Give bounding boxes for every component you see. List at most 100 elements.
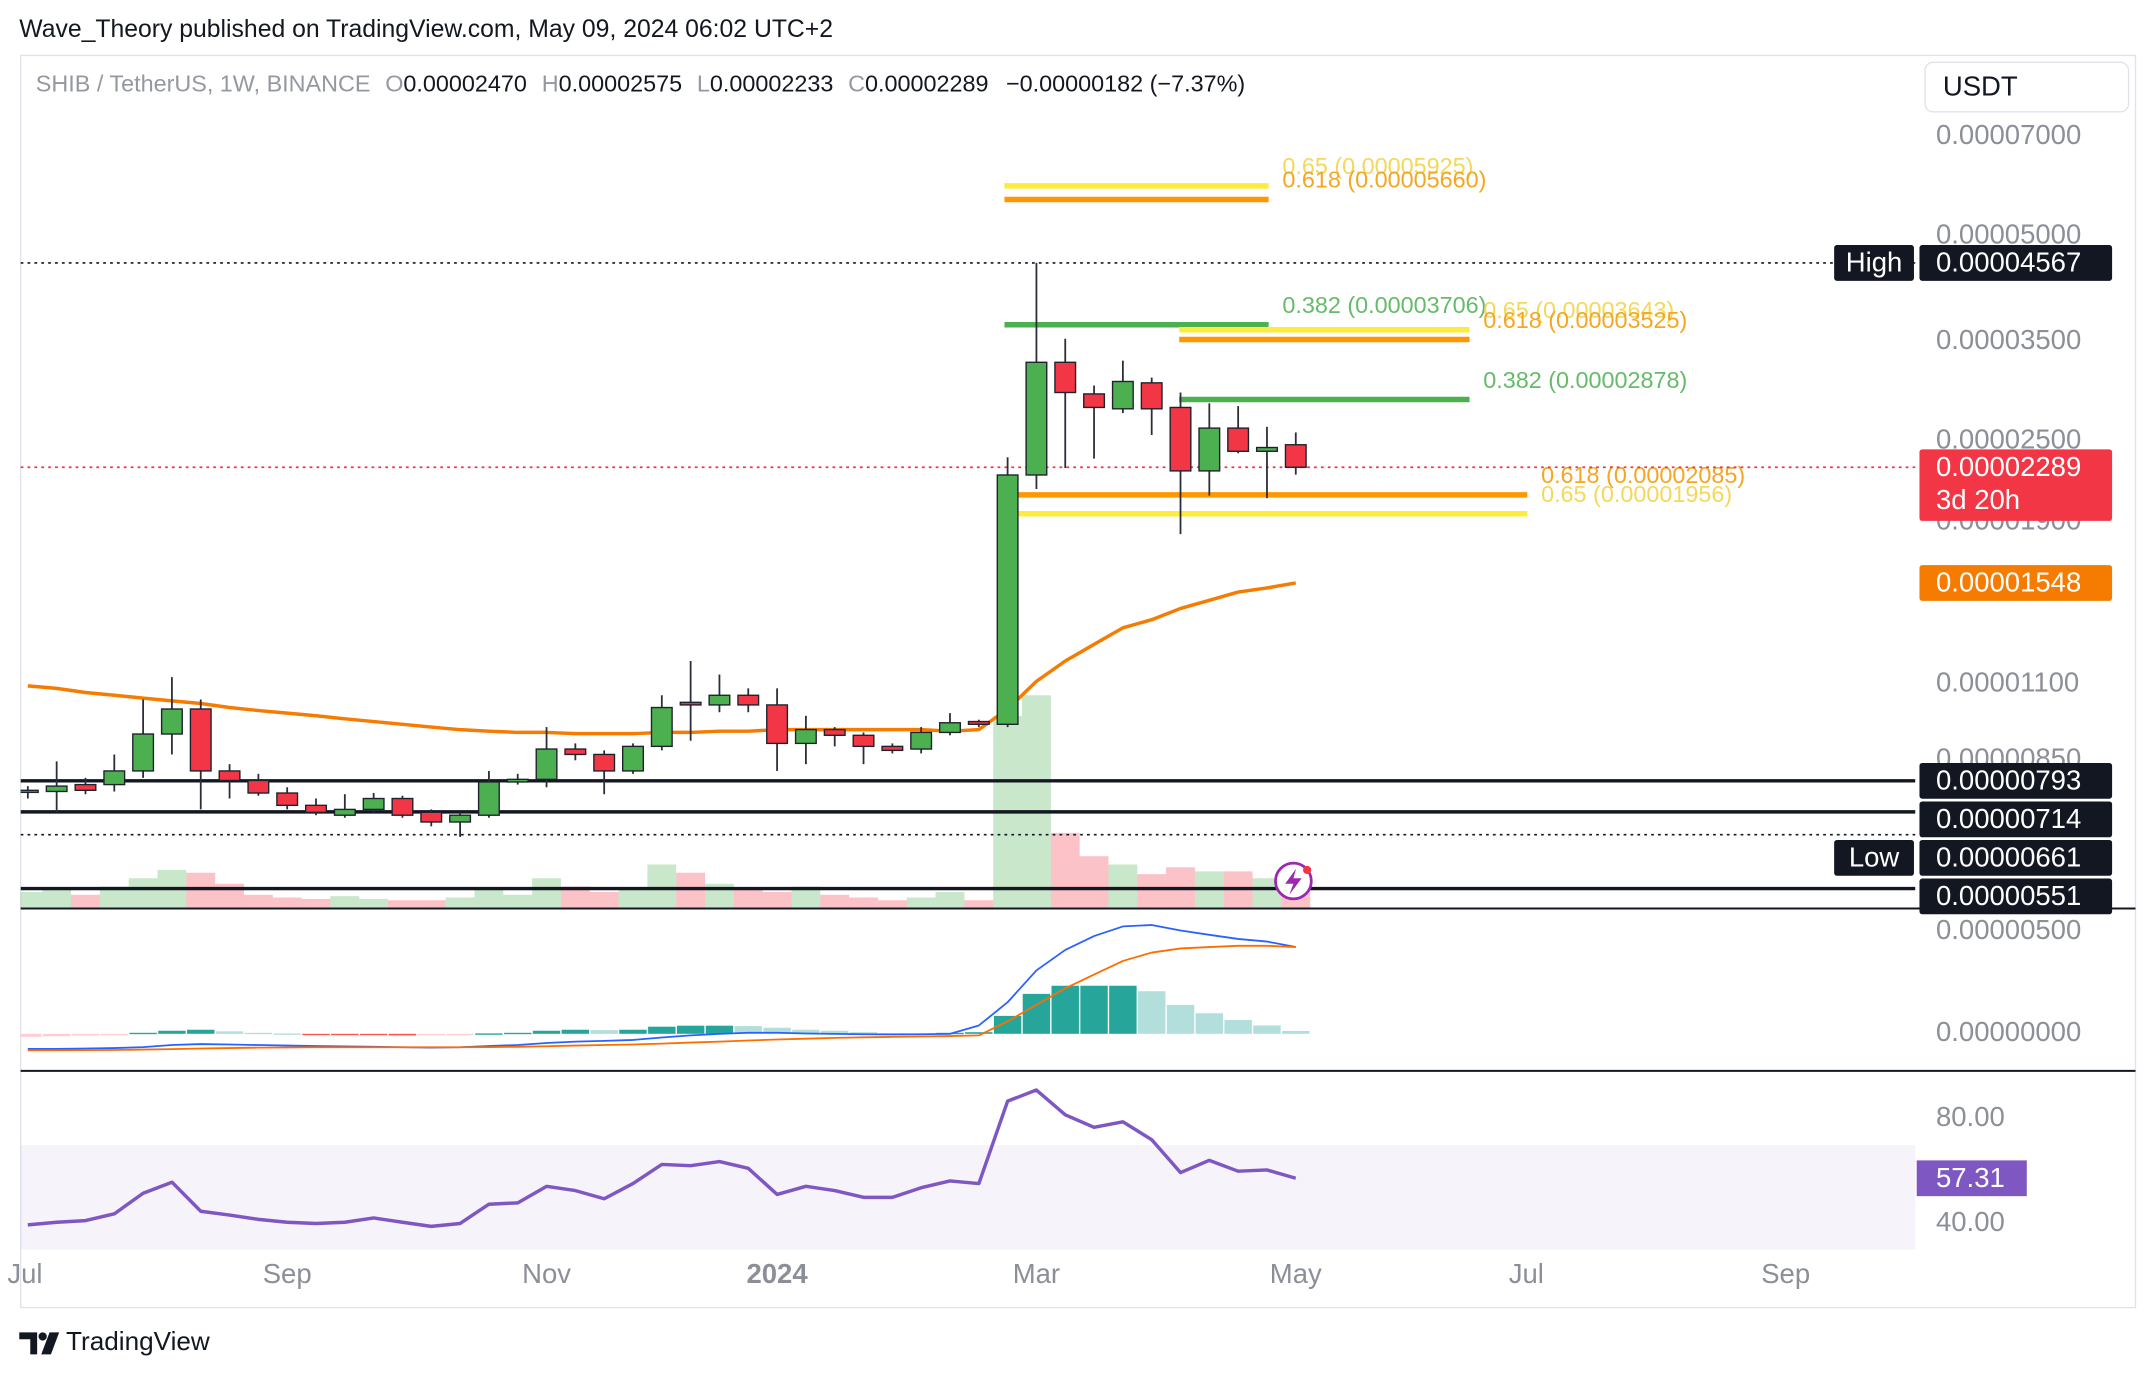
price-tag-name: High [1846, 247, 1903, 278]
macd-histogram-bar [129, 1032, 157, 1035]
candle-body [449, 814, 472, 823]
candle-body [333, 808, 356, 816]
macd-histogram-bar [1282, 1030, 1310, 1034]
alert-icon[interactable] [1274, 861, 1313, 901]
volume-bar [964, 900, 994, 909]
volume-bar [359, 898, 389, 909]
price-tag [1919, 878, 2113, 915]
x-tick-label: Sep [263, 1258, 312, 1289]
volume-bar [20, 892, 43, 909]
candle-body [189, 708, 212, 772]
candle-body [708, 694, 731, 706]
price-tag-label: 0.00000793 [1936, 764, 2081, 795]
logo-part [38, 1332, 47, 1341]
candle-body [823, 728, 846, 736]
rsi-tag [1916, 1160, 2027, 1197]
macd-histogram-bar [446, 1033, 474, 1036]
candle-body [910, 731, 933, 750]
alert-dot [1303, 865, 1312, 875]
volume-bar [330, 896, 360, 909]
volume-bar [1022, 695, 1051, 909]
volume-bar [99, 886, 129, 909]
macd-histogram-bar [763, 1027, 791, 1034]
candle-body [506, 778, 529, 783]
fib-label: 0.65 (0.00003643) [1483, 297, 1674, 323]
candle-body [1140, 382, 1163, 410]
candle-body [1255, 446, 1278, 452]
candle-body [1198, 427, 1221, 472]
y-tick-label: 0.00007000 [1936, 119, 2081, 150]
volume-bar [186, 872, 216, 909]
price-tag-name: Low [1849, 842, 1900, 873]
volume-bar [1050, 832, 1080, 909]
macd-histogram-bar [1253, 1025, 1281, 1034]
macd-histogram-bar [42, 1033, 71, 1037]
volume-bar [877, 900, 907, 909]
candle-body [1227, 427, 1250, 452]
macd-histogram-bar [1137, 991, 1166, 1034]
price-tag-label: 0.00000714 [1936, 803, 2081, 834]
candle-body [103, 770, 126, 786]
fib-label: 0.382 (0.00002878) [1483, 367, 1687, 393]
volume-bar [906, 897, 936, 909]
y-tick-label: 80.00 [1936, 1101, 2005, 1132]
candle-body [794, 728, 817, 745]
candle-body [1025, 361, 1048, 476]
volume-bar [532, 878, 561, 909]
legend-key: H [542, 71, 559, 97]
rsi-pane [20, 1088, 1916, 1250]
volume-bar [388, 900, 417, 909]
macd-histogram-bar [331, 1033, 359, 1036]
volume-bar [733, 889, 763, 909]
volume-bar [71, 894, 100, 909]
legend-key: O [385, 71, 403, 97]
volume-bar [474, 889, 504, 909]
macd-histogram-bar [100, 1033, 129, 1036]
tradingview-logo [19, 1332, 60, 1355]
x-tick-label: Nov [522, 1258, 571, 1289]
macd-histogram-bar [187, 1029, 215, 1034]
candle-body [593, 753, 616, 772]
x-tick-label: Jul [1509, 1258, 1544, 1289]
legend-change: −0.00000182 (−7.37%) [1006, 71, 1245, 97]
x-tick-label: May [1270, 1258, 1322, 1289]
candle-body [1111, 380, 1134, 410]
candle-body [535, 748, 558, 781]
candle-body [420, 811, 443, 823]
price-tag-label: 0.00000661 [1936, 842, 2081, 873]
volume-bar [416, 900, 446, 909]
price-tag [1919, 762, 2113, 799]
volume-bar [1137, 874, 1167, 909]
macd-histogram-bar [475, 1033, 503, 1035]
logo-part [19, 1332, 38, 1355]
candle-body [391, 797, 414, 816]
price-tag [1919, 840, 2113, 876]
candle-body [938, 722, 961, 734]
signal-line [27, 944, 1296, 1052]
currency-label[interactable]: USDT [1943, 71, 2018, 102]
candle-body [996, 474, 1019, 725]
macd-histogram-bar [648, 1026, 676, 1034]
candle-body [881, 745, 904, 752]
candle-body [218, 770, 241, 782]
volume-bar [618, 887, 648, 909]
symbol: SHIB / TetherUS, 1W, BINANCE [36, 71, 371, 97]
macd-histogram-bar [849, 1032, 878, 1034]
price-tag-label: 0.00004567 [1936, 247, 2081, 278]
macd-histogram-bar [1224, 1019, 1252, 1034]
y-tick-label: 0.00001100 [1936, 666, 2079, 697]
x-tick-label: Jul [7, 1258, 42, 1289]
rsi-tag-label: 57.31 [1936, 1162, 2005, 1193]
macd-histogram-bar [71, 1033, 100, 1036]
candle-body [20, 789, 39, 794]
macd-line [27, 924, 1296, 1050]
currency-button[interactable] [1924, 61, 2130, 113]
candle-body [737, 694, 760, 706]
price-tag [1919, 449, 2113, 521]
macd-histogram-bar [619, 1029, 647, 1034]
volume-bar [791, 886, 821, 909]
y-tick-label: 0.00000000 [1936, 1016, 2081, 1047]
